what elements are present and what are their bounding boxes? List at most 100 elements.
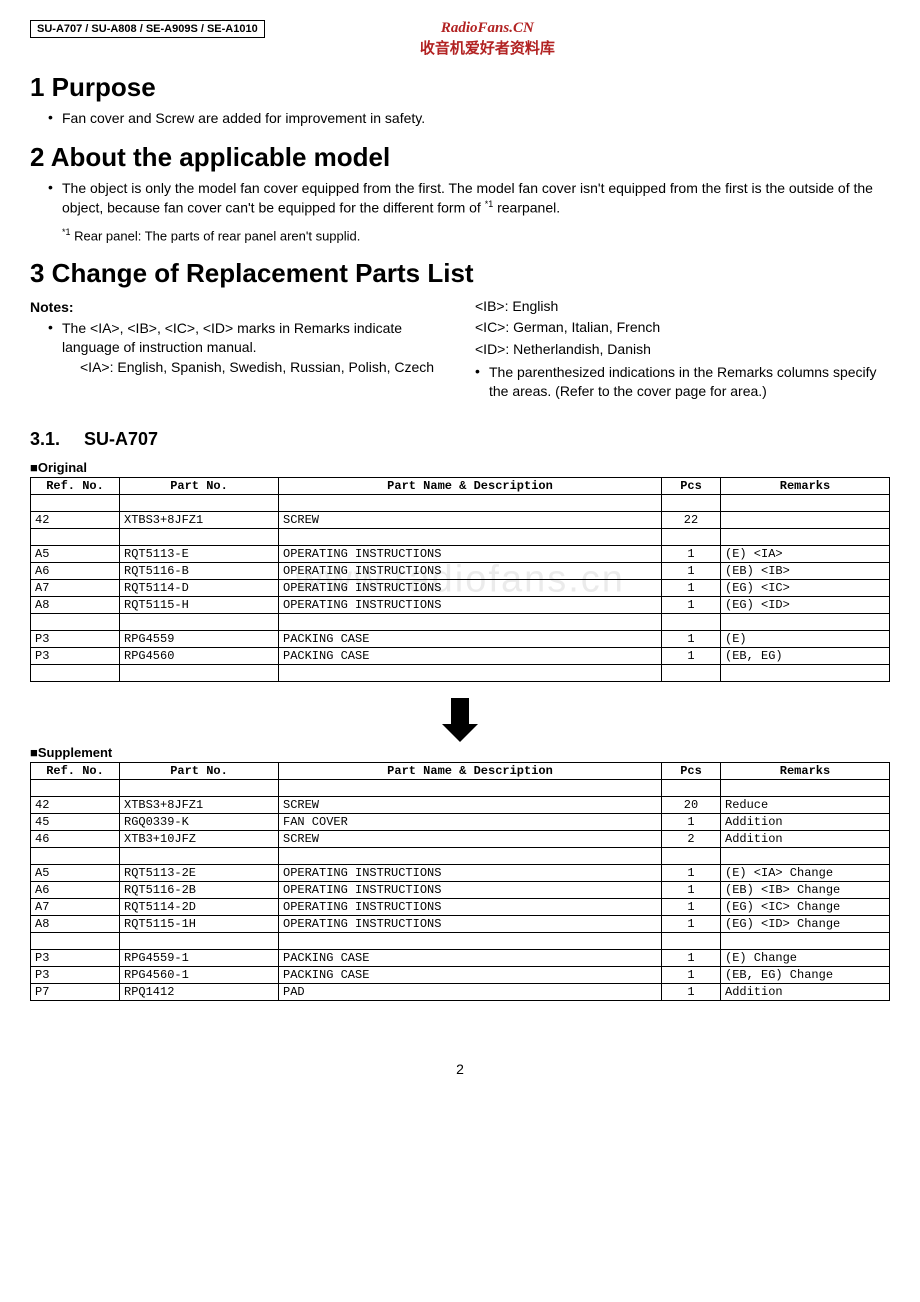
cell-ref: P7 — [31, 984, 120, 1001]
cell-rem: Addition — [721, 831, 890, 848]
model-box: SU-A707 / SU-A808 / SE-A909S / SE-A1010 — [30, 20, 265, 38]
cell-ref: A7 — [31, 580, 120, 597]
cell-part — [120, 848, 279, 865]
cell-name: OPERATING INSTRUCTIONS — [279, 580, 662, 597]
cell-pcs: 1 — [662, 563, 721, 580]
table-row: P3RPG4559PACKING CASE1(E) — [31, 631, 890, 648]
cell-rem: Addition — [721, 984, 890, 1001]
section-2-content: • The object is only the model fan cover… — [48, 179, 890, 217]
cell-part: RQT5116-B — [120, 563, 279, 580]
cell-part: RQT5113-2E — [120, 865, 279, 882]
cell-part: XTBS3+8JFZ1 — [120, 797, 279, 814]
cell-part — [120, 614, 279, 631]
cell-part: RQT5115-H — [120, 597, 279, 614]
cell-ref: 45 — [31, 814, 120, 831]
cell-part: RQT5114-D — [120, 580, 279, 597]
th-part: Part No. — [120, 763, 279, 780]
cell-pcs — [662, 848, 721, 865]
table-row — [31, 780, 890, 797]
table-row: A8RQT5115-1HOPERATING INSTRUCTIONS1(EG) … — [31, 916, 890, 933]
cell-pcs: 1 — [662, 814, 721, 831]
cell-name: OPERATING INSTRUCTIONS — [279, 865, 662, 882]
th-remarks: Remarks — [721, 478, 890, 495]
table-row: P3RPG4559-1PACKING CASE1(E) Change — [31, 950, 890, 967]
cell-rem: (E) — [721, 631, 890, 648]
bullet-icon: • — [48, 109, 62, 128]
cell-ref: P3 — [31, 967, 120, 984]
cell-rem — [721, 529, 890, 546]
cell-part: RPQ1412 — [120, 984, 279, 1001]
s2-text-b: rearpanel. — [493, 199, 560, 215]
th-ref: Ref. No. — [31, 478, 120, 495]
notes-label: Notes: — [30, 299, 445, 315]
cell-name — [279, 529, 662, 546]
footnote-sup: *1 — [62, 227, 71, 237]
cell-rem: (EG) <IC> — [721, 580, 890, 597]
cell-rem: (E) <IA> Change — [721, 865, 890, 882]
section-1-content: • Fan cover and Screw are added for impr… — [48, 109, 890, 128]
table-row — [31, 933, 890, 950]
notes-id: <ID>: Netherlandish, Danish — [475, 340, 890, 360]
cell-name: SCREW — [279, 797, 662, 814]
notes-right-bullet: The parenthesized indications in the Rem… — [489, 363, 890, 401]
cell-part — [120, 495, 279, 512]
cell-name: PACKING CASE — [279, 648, 662, 665]
cell-pcs: 1 — [662, 546, 721, 563]
footnote-text: Rear panel: The parts of rear panel aren… — [71, 229, 361, 244]
cell-name: OPERATING INSTRUCTIONS — [279, 597, 662, 614]
cell-name: OPERATING INSTRUCTIONS — [279, 916, 662, 933]
cell-pcs — [662, 614, 721, 631]
cell-ref — [31, 614, 120, 631]
cell-ref — [31, 665, 120, 682]
cell-pcs: 1 — [662, 984, 721, 1001]
cell-rem: (EG) <ID> Change — [721, 916, 890, 933]
cell-pcs: 1 — [662, 967, 721, 984]
table-row: A8RQT5115-HOPERATING INSTRUCTIONS1(EG) <… — [31, 597, 890, 614]
cell-name — [279, 665, 662, 682]
table-row — [31, 614, 890, 631]
table-row: P3RPG4560-1PACKING CASE1(EB, EG) Change — [31, 967, 890, 984]
table-row: A7RQT5114-2DOPERATING INSTRUCTIONS1(EG) … — [31, 899, 890, 916]
cell-ref: 42 — [31, 797, 120, 814]
cell-name: PAD — [279, 984, 662, 1001]
table-row: 42XTBS3+8JFZ1SCREW20Reduce — [31, 797, 890, 814]
notes-left-bullet: The <IA>, <IB>, <IC>, <ID> marks in Rema… — [62, 319, 445, 357]
cell-pcs: 1 — [662, 597, 721, 614]
cell-name: OPERATING INSTRUCTIONS — [279, 563, 662, 580]
cell-ref: 42 — [31, 512, 120, 529]
cell-name: SCREW — [279, 512, 662, 529]
cell-rem: Reduce — [721, 797, 890, 814]
cell-rem — [721, 495, 890, 512]
cell-ref: A8 — [31, 597, 120, 614]
cell-part — [120, 665, 279, 682]
cell-rem — [721, 780, 890, 797]
cell-ref: 46 — [31, 831, 120, 848]
cell-part: RPG4560-1 — [120, 967, 279, 984]
table-row — [31, 495, 890, 512]
cell-pcs — [662, 529, 721, 546]
cell-ref: P3 — [31, 631, 120, 648]
branding: RadioFans.CN 收音机爱好者资料库 — [265, 20, 710, 58]
brand-cn: 收音机爱好者资料库 — [265, 37, 710, 58]
cell-part: RPG4559 — [120, 631, 279, 648]
cell-rem: (EB) <IB> — [721, 563, 890, 580]
notes-ib: <IB>: English — [475, 297, 890, 317]
table-row: A5RQT5113-2EOPERATING INSTRUCTIONS1(E) <… — [31, 865, 890, 882]
cell-ref: P3 — [31, 950, 120, 967]
cell-name: OPERATING INSTRUCTIONS — [279, 899, 662, 916]
table-row: 46XTB3+10JFZSCREW2Addition — [31, 831, 890, 848]
cell-rem: (EB) <IB> Change — [721, 882, 890, 899]
original-table: Ref. No. Part No. Part Name & Descriptio… — [30, 477, 890, 682]
cell-part — [120, 529, 279, 546]
cell-pcs: 20 — [662, 797, 721, 814]
table-header-row: Ref. No. Part No. Part Name & Descriptio… — [31, 763, 890, 780]
table-row — [31, 665, 890, 682]
cell-name — [279, 780, 662, 797]
cell-name — [279, 933, 662, 950]
cell-ref: A5 — [31, 546, 120, 563]
th-part: Part No. — [120, 478, 279, 495]
cell-ref: A5 — [31, 865, 120, 882]
supplement-label: ■Supplement — [30, 745, 890, 760]
cell-pcs: 1 — [662, 865, 721, 882]
cell-pcs: 1 — [662, 916, 721, 933]
